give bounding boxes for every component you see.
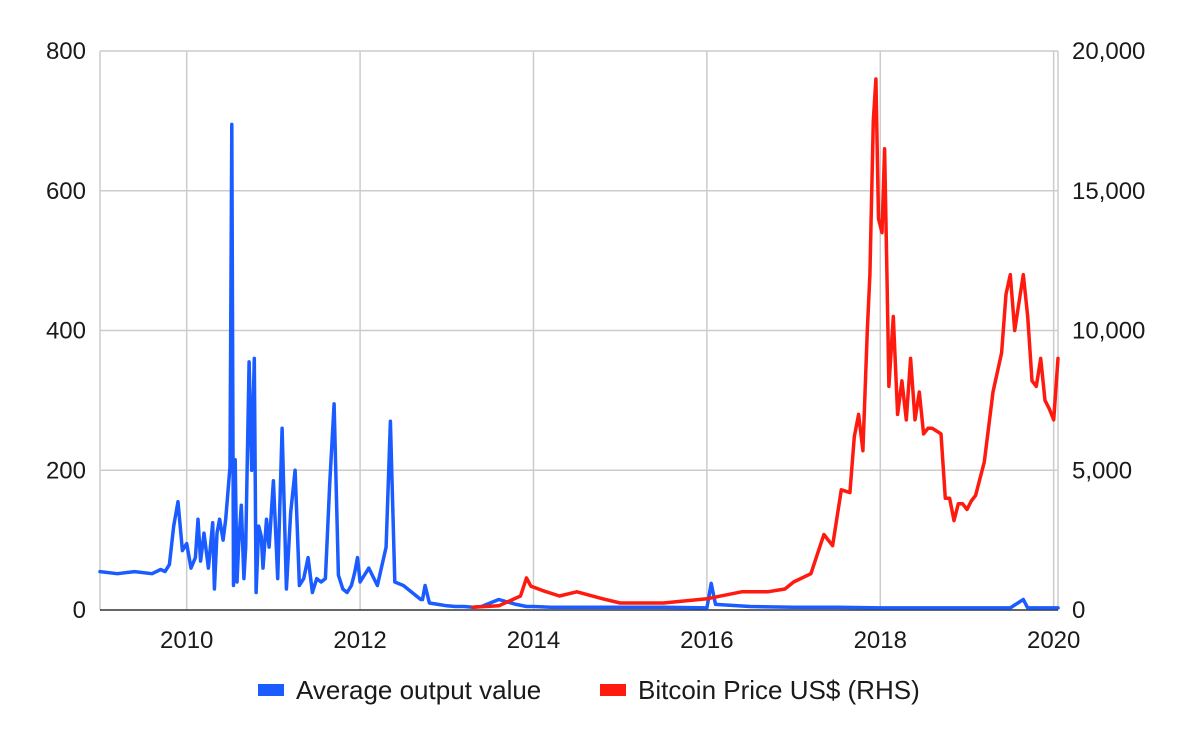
series-line-average-output-value <box>98 122 1060 610</box>
y-left-tick-label: 600 <box>46 178 86 205</box>
y-right-tick-label: 5,000 <box>1072 457 1132 484</box>
y-right-tick-label: 20,000 <box>1072 38 1145 65</box>
legend: Average output value Bitcoin Price US$ (R… <box>258 675 920 705</box>
y-left-tick-label: 0 <box>73 597 86 624</box>
x-tick-label: 2014 <box>507 627 560 654</box>
series-line-bitcoin-price <box>471 77 1060 609</box>
y-left-tick-label: 400 <box>46 318 86 345</box>
y-left-tick-label: 800 <box>46 38 86 65</box>
tick-labels: 0 200 400 600 800 0 5,000 10,000 15,000 20,000 201… <box>46 38 1145 654</box>
y-left-tick-label: 200 <box>46 457 86 484</box>
legend-bitcoin-price: Bitcoin Price US$ (RHS) <box>600 675 920 705</box>
x-tick-label: 2010 <box>160 627 213 654</box>
y-right-tick-label: 10,000 <box>1072 318 1145 345</box>
legend-average-output-value: Average output value <box>258 675 541 705</box>
legend-swatch <box>258 684 284 696</box>
legend-label: Bitcoin Price US$ (RHS) <box>638 675 920 705</box>
legend-label: Average output value <box>296 675 541 705</box>
legend-swatch <box>600 684 626 696</box>
x-tick-label: 2012 <box>333 627 386 654</box>
gridlines <box>99 50 1059 610</box>
x-tick-label: 2018 <box>854 627 907 654</box>
x-tick-label: 2016 <box>680 627 733 654</box>
series-lines <box>98 77 1060 610</box>
x-tick-label: 2020 <box>1027 627 1080 654</box>
y-right-tick-label: 0 <box>1072 597 1085 624</box>
y-right-tick-label: 15,000 <box>1072 178 1145 205</box>
